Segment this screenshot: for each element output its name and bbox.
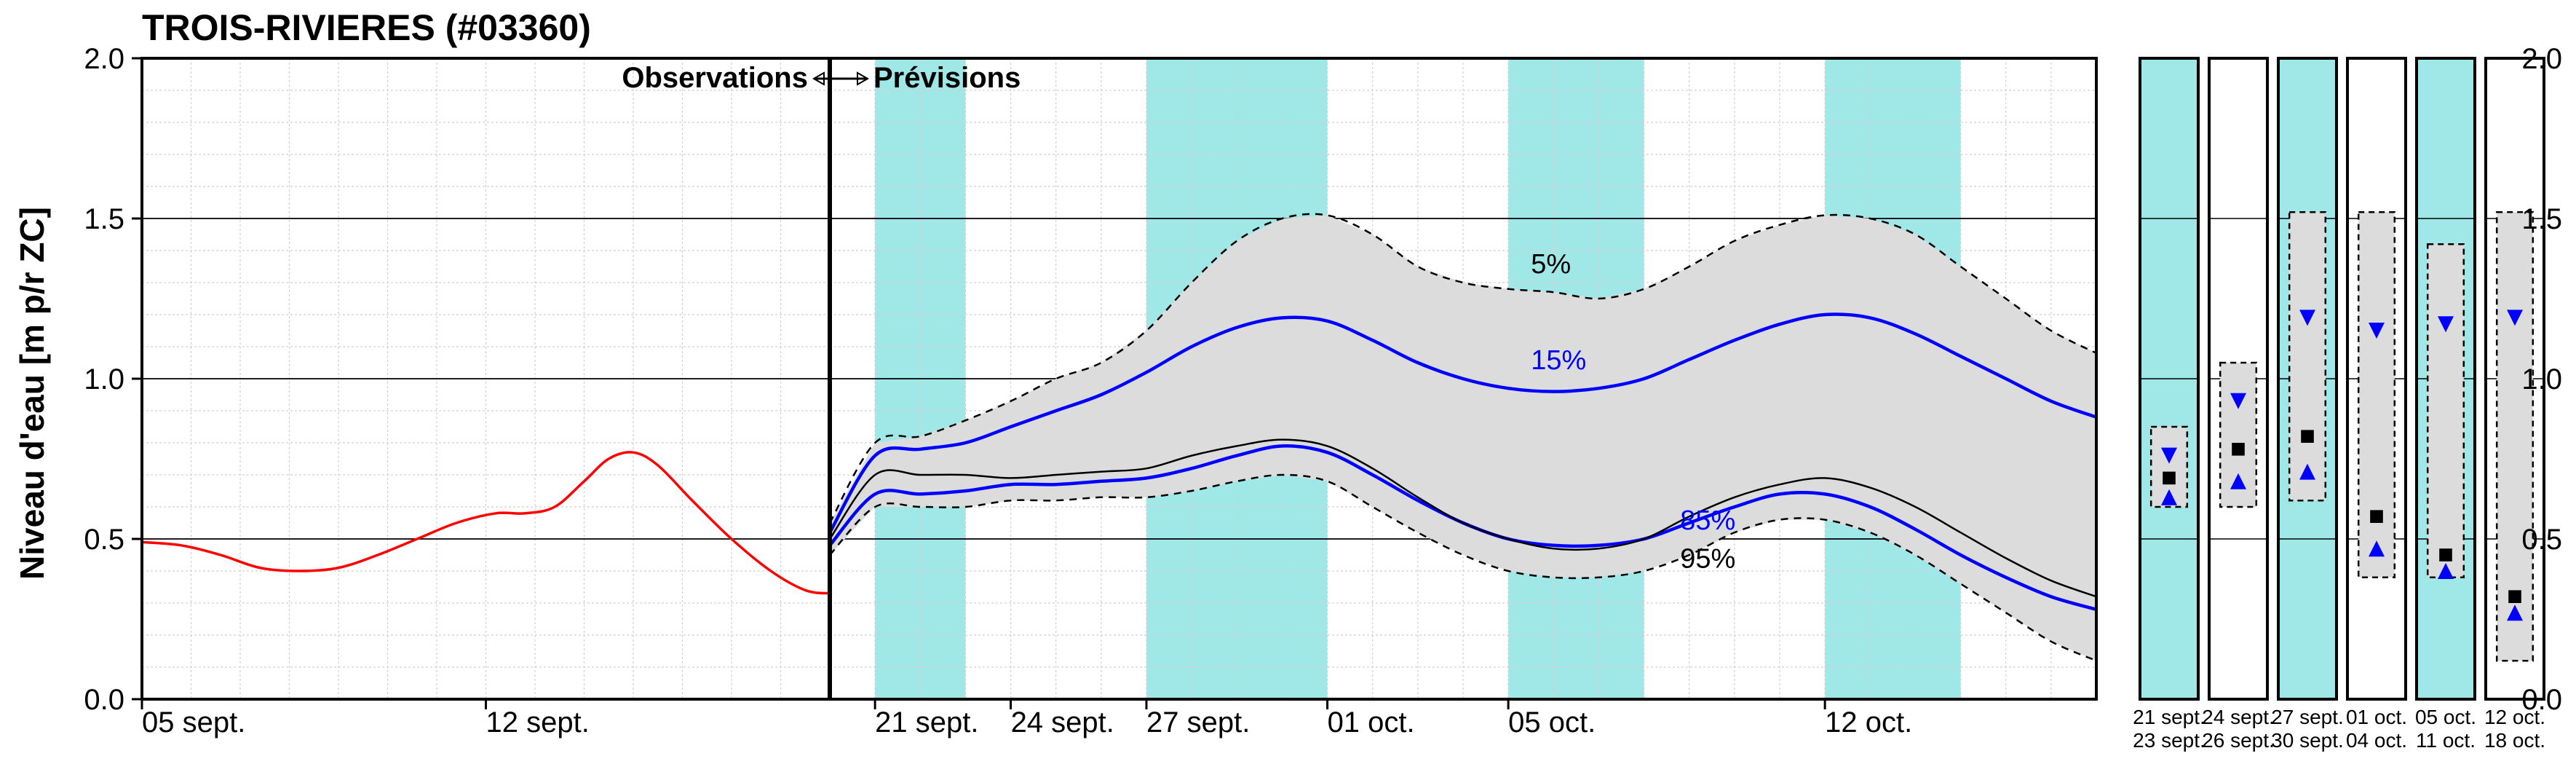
y-tick-label: 0.0 — [84, 684, 124, 716]
y-tick-label: 1.5 — [84, 203, 124, 235]
y-tick-label-right: 0.0 — [2521, 684, 2562, 716]
mini-marker-square — [2370, 510, 2383, 523]
mini-label-bottom: 23 sept. — [2133, 729, 2206, 752]
legend-previsions: Prévisions — [873, 62, 1021, 94]
y-tick-label-right: 1.5 — [2521, 203, 2562, 235]
pct-label-95: 95% — [1680, 544, 1735, 575]
mini-envelope-box — [2289, 212, 2326, 500]
mini-label-top: 27 sept. — [2271, 706, 2344, 728]
mini-label-top: 01 oct. — [2346, 706, 2407, 728]
mini-label-bottom: 26 sept. — [2202, 729, 2275, 752]
mini-marker-square — [2301, 430, 2314, 443]
x-tick-label: 05 oct. — [1508, 706, 1596, 738]
y-tick-label-right: 1.0 — [2521, 363, 2562, 395]
y-tick-label-right: 0.5 — [2521, 524, 2562, 556]
mini-label-top: 21 sept. — [2133, 706, 2206, 728]
y-tick-label: 1.0 — [84, 363, 124, 395]
y-tick-label: 2.0 — [84, 43, 124, 75]
mini-marker-square — [2508, 590, 2521, 603]
y-tick-label-right: 2.0 — [2521, 43, 2562, 75]
x-tick-label: 01 oct. — [1328, 706, 1415, 738]
mini-marker-square — [2439, 548, 2452, 562]
legend-observations: Observations — [622, 62, 808, 94]
mini-label-bottom: 30 sept. — [2271, 729, 2344, 752]
mini-label-top: 05 oct. — [2415, 706, 2476, 728]
chart-title: TROIS-RIVIERES (#03360) — [142, 7, 591, 48]
y-tick-label: 0.5 — [84, 524, 124, 556]
mini-label-bottom: 04 oct. — [2346, 729, 2407, 752]
mini-label-bottom: 11 oct. — [2416, 729, 2476, 752]
x-tick-label: 24 sept. — [1011, 706, 1114, 738]
chart-container: TROIS-RIVIERES (#03360) Niveau d'eau [m p… — [0, 0, 2576, 772]
mini-label-bottom: 18 oct. — [2484, 729, 2545, 752]
y-axis-label: Niveau d'eau [m p/r ZC] — [13, 207, 51, 580]
x-tick-label: 05 sept. — [142, 706, 245, 738]
pct-label-85: 85% — [1680, 505, 1735, 536]
mini-envelope-box — [2428, 244, 2464, 578]
mini-marker-square — [2163, 472, 2176, 485]
pct-label-15: 15% — [1531, 345, 1586, 376]
mini-marker-square — [2232, 443, 2245, 456]
mini-label-top: 24 sept. — [2202, 706, 2275, 728]
x-tick-label: 12 sept. — [486, 706, 590, 738]
x-tick-label: 12 oct. — [1825, 706, 1912, 738]
pct-label-5: 5% — [1531, 249, 1571, 280]
x-tick-label: 21 sept. — [875, 706, 978, 738]
chart-svg: TROIS-RIVIERES (#03360) Niveau d'eau [m p… — [0, 0, 2576, 772]
x-tick-label: 27 sept. — [1146, 706, 1250, 738]
